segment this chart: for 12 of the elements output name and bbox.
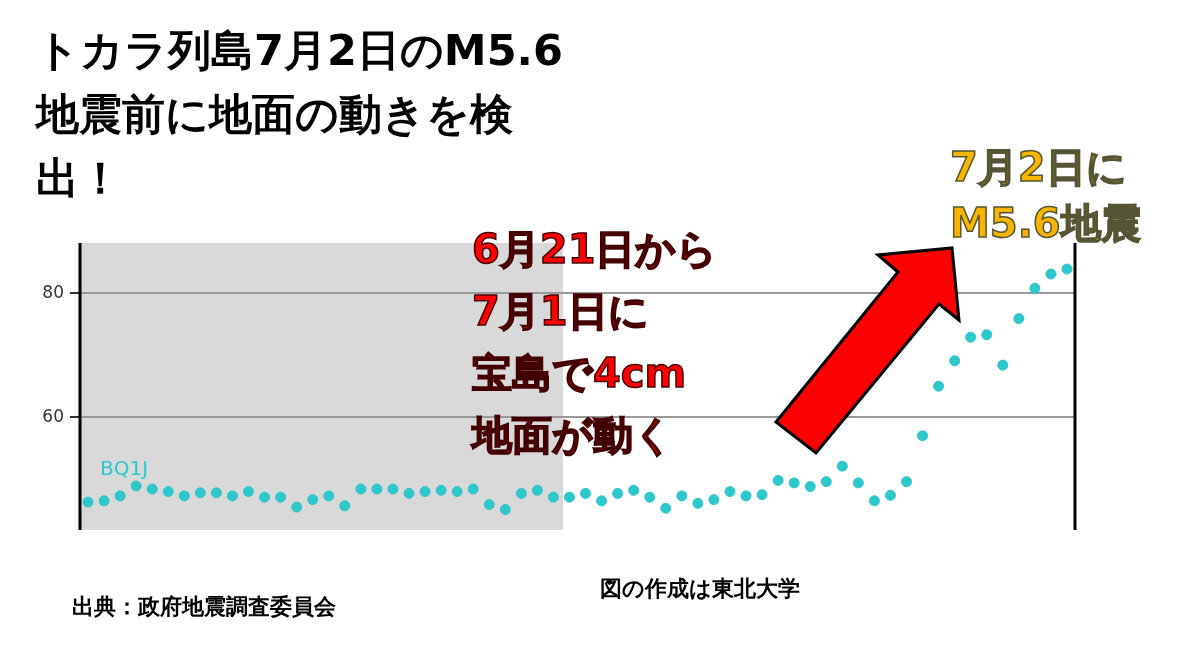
chart-title: トカラ列島7月2日のM5.6地震前に地面の動きを検出！ (36, 24, 564, 205)
annotation: 6月21日から (472, 225, 718, 274)
annotation: 地面が動く (472, 411, 674, 460)
y-tick-label: 80 (42, 281, 64, 302)
series-label: BQ1J (100, 456, 149, 481)
annotation: 7月1日に (472, 287, 649, 336)
y-tick-label: 60 (42, 405, 64, 426)
annotation: M5.6地震 (950, 199, 1141, 248)
text: 図の作成は東北大学 (600, 575, 800, 603)
text: 7月2日に (950, 143, 1127, 192)
annotation: 宝島で4cm (472, 349, 687, 398)
source-note: 出典：政府地震調査委員会 (72, 593, 336, 621)
